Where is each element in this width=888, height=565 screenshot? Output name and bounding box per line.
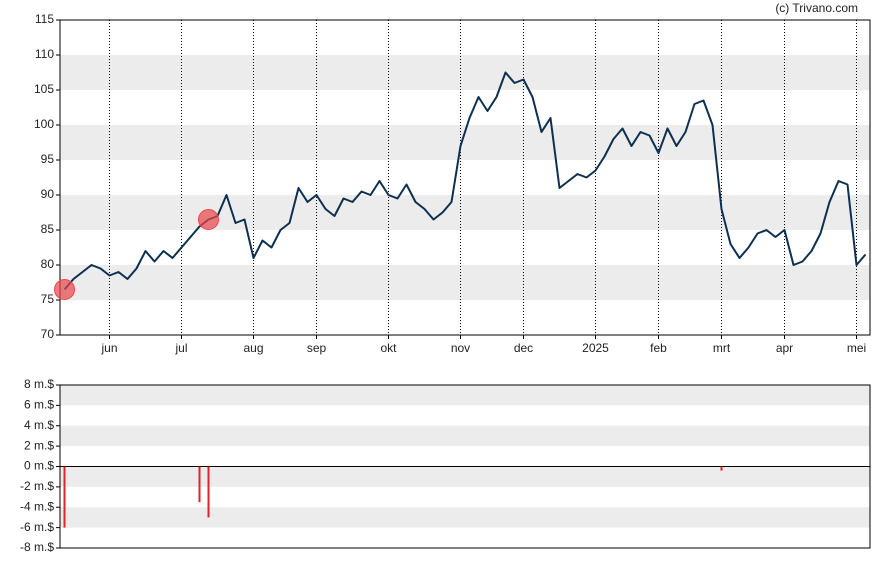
y-tick-label: -6 m.$ xyxy=(20,520,54,534)
y-tick-label: 8 m.$ xyxy=(24,377,54,391)
y-tick-label: 105 xyxy=(34,82,54,96)
x-tick-label: jul xyxy=(174,341,187,355)
y-tick-label: 90 xyxy=(41,187,55,201)
x-tick-label: nov xyxy=(451,341,470,355)
y-tick-label: 95 xyxy=(41,152,55,166)
x-tick-label: mei xyxy=(847,341,866,355)
y-tick-label: -4 m.$ xyxy=(20,499,54,513)
bar xyxy=(63,466,66,528)
marker xyxy=(198,209,219,230)
y-tick-label: 0 m.$ xyxy=(24,459,54,473)
x-tick-label: jun xyxy=(100,341,117,355)
y-tick-label: 110 xyxy=(35,47,54,61)
grid-band xyxy=(60,385,870,406)
grid-band xyxy=(60,55,870,90)
grid-band xyxy=(60,265,870,300)
y-tick-label: -8 m.$ xyxy=(20,540,54,554)
y-tick-label: -2 m.$ xyxy=(20,479,54,493)
y-tick-label: 70 xyxy=(41,327,55,341)
x-tick-label: mrt xyxy=(713,341,731,355)
bar xyxy=(198,466,201,503)
bar xyxy=(720,466,723,471)
bar xyxy=(207,466,210,518)
x-tick-label: dec xyxy=(514,341,533,355)
y-tick-label: 4 m.$ xyxy=(24,418,54,432)
y-tick-label: 75 xyxy=(41,292,55,306)
grid-band xyxy=(60,425,870,447)
x-tick-label: okt xyxy=(380,341,397,355)
y-tick-label: 85 xyxy=(41,222,55,236)
plot-frame xyxy=(59,19,871,336)
credit: (c) Trivano.com xyxy=(775,1,858,15)
y-tick-label: 6 m.$ xyxy=(24,398,54,412)
y-tick-label: 115 xyxy=(35,12,54,26)
x-tick-label: 2025 xyxy=(582,341,609,355)
grid-band xyxy=(60,195,870,230)
x-tick-label: sep xyxy=(307,341,327,355)
grid-band xyxy=(60,466,870,487)
y-tick-label: 100 xyxy=(34,117,54,131)
grid-band xyxy=(60,507,870,528)
x-tick-label: feb xyxy=(650,341,667,355)
y-tick-label: 2 m.$ xyxy=(24,438,54,452)
price-line xyxy=(63,71,867,291)
y-tick-label: 80 xyxy=(41,257,55,271)
marker xyxy=(54,279,75,300)
x-tick-label: aug xyxy=(243,341,263,355)
x-tick-label: apr xyxy=(776,341,793,355)
